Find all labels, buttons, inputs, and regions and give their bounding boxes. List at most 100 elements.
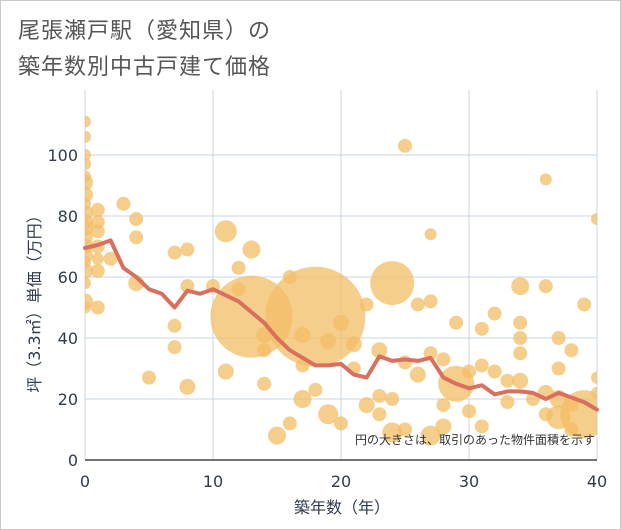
bubble-point (242, 240, 261, 259)
bubble-point (474, 358, 489, 373)
bubble-point (85, 130, 91, 143)
x-axis-title: 築年数（年） (294, 498, 390, 517)
bubble-point (546, 405, 571, 430)
x-tick-label: 40 (587, 472, 607, 491)
bubble-point (551, 361, 566, 376)
bubble-point (103, 251, 118, 266)
bubble-point (513, 331, 528, 345)
bubble-point (409, 366, 426, 383)
bubble-point (513, 315, 528, 330)
bubble-point (474, 419, 489, 434)
bubble-point (435, 418, 452, 435)
bubble-point (398, 422, 412, 437)
bubble-point (129, 212, 144, 227)
y-tick-label: 0 (68, 451, 78, 470)
x-tick-label: 20 (331, 472, 351, 491)
bubble-point (334, 416, 348, 431)
bubble-point (551, 331, 566, 345)
bubble-point (167, 245, 182, 260)
bubble-point (180, 242, 195, 257)
bubble-point (500, 373, 515, 388)
bubble-series (85, 115, 597, 446)
bubble-point (372, 407, 387, 422)
bubble-point (564, 422, 579, 437)
bubble-point (591, 386, 597, 399)
x-tick-label: 0 (80, 472, 90, 491)
bubble-point (424, 228, 437, 241)
bubble-point (231, 282, 246, 297)
y-tick-label: 40 (58, 329, 78, 348)
bubble-point (577, 297, 592, 312)
x-tick-label: 10 (203, 472, 223, 491)
bubble-point (385, 392, 400, 406)
bubble-point (462, 404, 476, 419)
bubble-point (512, 372, 529, 389)
bubble-point (513, 346, 528, 361)
y-tick-label: 80 (58, 207, 78, 226)
bubble-point (167, 318, 182, 333)
bubble-point (90, 263, 105, 278)
y-axis-title: 坪（3.3㎡）単価（万円） (25, 207, 44, 392)
title-line-1: 尾張瀬戸駅（愛知県）の (18, 19, 272, 44)
bubble-point (293, 390, 312, 408)
bubble-point (214, 220, 237, 243)
bubble-point (420, 425, 441, 446)
bubble-point (436, 398, 451, 413)
bubble-point (294, 326, 311, 343)
y-tick-label: 60 (58, 268, 78, 287)
bubble-point (370, 261, 415, 306)
bubble-point (268, 426, 286, 445)
bubble-point (398, 138, 412, 153)
bubble-point (85, 197, 91, 210)
bubble-point (90, 300, 105, 315)
bubble-point (487, 364, 502, 379)
bubble-point (487, 306, 502, 321)
bubble-point (410, 297, 425, 312)
bubble-point (116, 196, 131, 211)
tick-labels: 0 10 20 30 40 0 20 40 60 80 100 (47, 146, 607, 491)
bubble-point (308, 382, 323, 397)
bubble-point (85, 301, 91, 314)
bubble-point (257, 376, 272, 391)
bubble-point (129, 230, 144, 245)
bubble-point (371, 342, 388, 359)
bubble-point (538, 279, 553, 294)
bubble-point (511, 277, 530, 296)
bubble-point (85, 115, 91, 128)
bubble-point (318, 404, 339, 425)
bubble-point (372, 388, 387, 403)
bubble-point (90, 224, 105, 239)
title-line-2: 築年数別中古戸建て価格 (18, 55, 272, 80)
bubble-point (320, 333, 337, 350)
bubble-point (179, 378, 196, 395)
bubble-point (85, 277, 91, 290)
bubble-point (564, 343, 579, 358)
bubble-point (142, 370, 156, 385)
bubble-point (333, 314, 349, 331)
bubble-point (423, 294, 438, 309)
x-tick-label: 30 (459, 472, 479, 491)
bubble-point (538, 407, 553, 422)
bubble-point (462, 364, 476, 379)
bubble-point (256, 326, 273, 343)
y-tick-label: 20 (58, 390, 78, 409)
bubble-point (591, 371, 597, 384)
bubble-point (231, 260, 246, 275)
bubble-point (91, 252, 104, 265)
y-tick-label: 100 (47, 146, 78, 165)
bubble-point (265, 266, 366, 367)
bubble-point (217, 363, 234, 380)
bubble-point (449, 315, 464, 330)
bubble-point (436, 352, 451, 367)
bubble-point (85, 158, 91, 171)
average-line (83, 238, 599, 412)
bubble-point (90, 202, 105, 217)
bubble-point (345, 336, 362, 353)
bubble-point (257, 343, 272, 358)
bubble-point (359, 297, 374, 312)
bubble-point (500, 395, 515, 410)
bubble-point (282, 270, 297, 284)
chart-title: 尾張瀬戸駅（愛知県）の 築年数別中古戸建て価格 (18, 14, 271, 86)
